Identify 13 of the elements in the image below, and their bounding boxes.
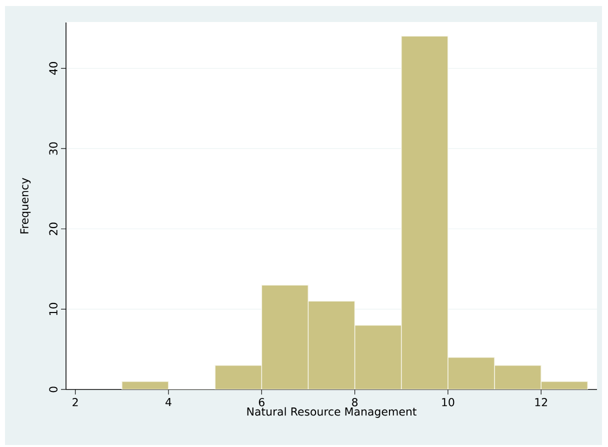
y-tick-label: 20 [49,222,58,236]
x-tick-label: 8 [352,398,358,406]
y-tick-label: 10 [49,302,58,315]
x-axis-title: Natural Resource Management [247,407,416,418]
x-tick-label: 12 [535,398,547,406]
x-tick-label: 10 [442,398,454,406]
x-tick-label: 4 [166,398,172,406]
y-axis-title: Frequency [20,178,31,234]
x-tick-label: 2 [72,398,78,406]
y-tick-label: 0 [49,386,58,392]
x-tick-label: 6 [258,398,264,406]
y-tick-label: 30 [49,142,58,155]
y-tick-label: 40 [49,62,58,75]
